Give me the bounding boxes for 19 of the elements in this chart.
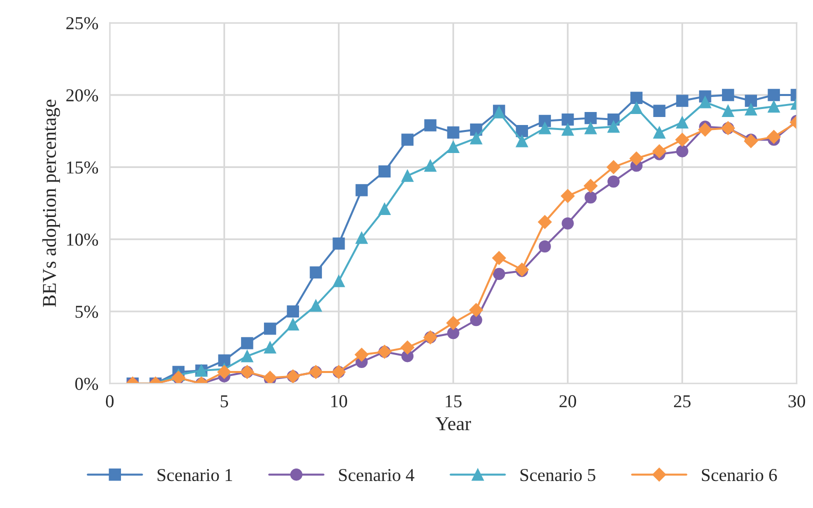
- x-tick-label: 0: [106, 395, 114, 408]
- x-tick-label: 10: [331, 395, 348, 408]
- x-axis-title: Year: [436, 417, 471, 430]
- x-tick-label: 5: [220, 395, 228, 408]
- x-tick-label: 25: [674, 395, 691, 408]
- y-tick-label: 20%: [66, 89, 98, 102]
- y-tick-label: 5%: [76, 306, 98, 318]
- legend-label: Scenario 6: [702, 469, 777, 482]
- x-tick-label: 15: [446, 395, 462, 408]
- y-tick-label: 15%: [67, 161, 98, 174]
- y-tick-label: 10%: [67, 234, 98, 246]
- x-tick-label: 20: [560, 395, 576, 408]
- legend-label: Scenario 4: [339, 469, 414, 482]
- y-tick-label: 25%: [66, 17, 98, 30]
- x-tick-label: 30: [788, 395, 806, 408]
- legend-label: Scenario 5: [520, 469, 596, 482]
- legend-label: Scenario 1: [158, 469, 232, 482]
- y-axis-title: BEVs adoption percentage: [42, 100, 60, 307]
- y-tick-label: 0%: [75, 378, 98, 390]
